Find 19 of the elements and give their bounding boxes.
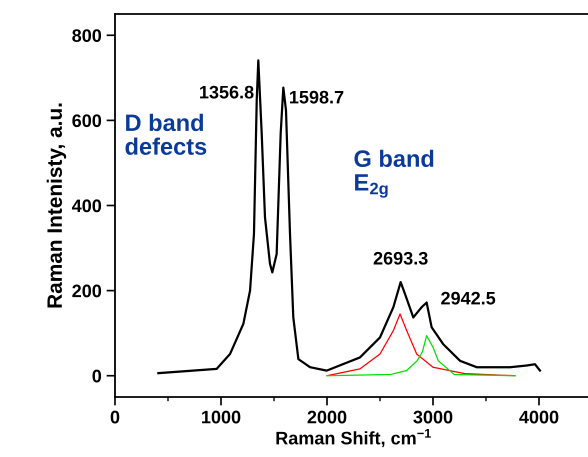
- y-axis-title: Raman Intenisty, a.u.: [46, 104, 66, 308]
- x-tick-label: 1000: [202, 410, 240, 424]
- y-tick-label: 400: [72, 199, 102, 212]
- annotation: 2693.3: [374, 252, 428, 265]
- x-tick-label: 3000: [413, 410, 452, 424]
- annotation: G band E$_{2g}$: [354, 150, 434, 198]
- annotation: 1598.7: [290, 90, 344, 104]
- annotation: D band defects: [126, 114, 206, 155]
- line-series: [326, 335, 516, 376]
- x-axis-title: Raman Shift, cm$^{−1}$: [276, 428, 431, 448]
- annotation: 2942.5: [441, 292, 496, 305]
- x-tick-label: 0: [110, 410, 120, 424]
- x-tick-label: 2000: [308, 410, 346, 424]
- y-tick-label: 800: [72, 29, 102, 42]
- y-tick-label: 600: [72, 114, 102, 128]
- y-tick-label: 200: [72, 284, 102, 298]
- annotation: 1356.8: [200, 86, 254, 99]
- y-tick-label: 0: [92, 370, 102, 382]
- x-tick-label: 4000: [519, 410, 558, 424]
